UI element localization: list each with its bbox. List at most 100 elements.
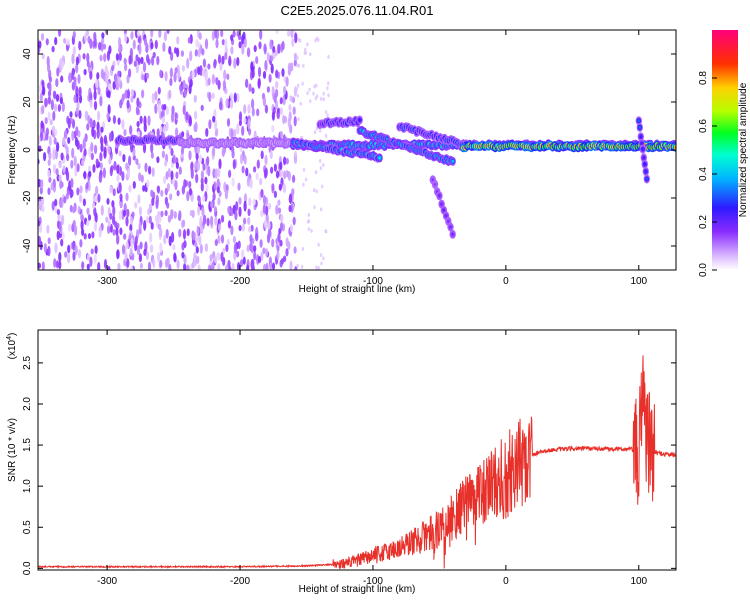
spectrogram-cell bbox=[207, 165, 211, 177]
spectrogram-cell bbox=[224, 87, 228, 95]
spectrogram-cell bbox=[201, 48, 205, 56]
spectrogram-cell bbox=[306, 219, 310, 224]
spectrogram-cell bbox=[221, 148, 226, 157]
spectrogram-cell bbox=[249, 234, 253, 244]
spectrogram-cell bbox=[75, 126, 79, 136]
spectrogram-cell bbox=[104, 73, 108, 84]
spectrogram-cell bbox=[150, 42, 154, 50]
spectrogram-cell bbox=[82, 198, 86, 207]
spectrogram-cell bbox=[204, 38, 209, 50]
spectrogram-cell bbox=[71, 69, 75, 80]
spectrogram-cell bbox=[154, 103, 158, 114]
spectrogram-cell bbox=[198, 234, 202, 246]
spectrogram-cell bbox=[325, 229, 328, 234]
spectrogram-cell bbox=[82, 138, 86, 150]
snr-multiplier-base: (x10 bbox=[7, 339, 18, 359]
spectrogram-cell bbox=[641, 147, 645, 151]
spectrogram-cell bbox=[215, 38, 219, 49]
spectrogram-cell bbox=[312, 188, 316, 193]
spectrogram-cell bbox=[269, 39, 273, 50]
spectrogram-cell bbox=[56, 141, 60, 152]
spectrogram-cell bbox=[47, 169, 51, 179]
spectrogram-cell bbox=[253, 45, 257, 53]
spectrogram-cell bbox=[152, 258, 156, 269]
spectrogram-cell bbox=[317, 265, 320, 270]
spectrogram-cell bbox=[186, 190, 190, 202]
spectrogram-cell bbox=[107, 220, 111, 228]
spectrogram-cell bbox=[206, 156, 210, 166]
spectrogram-cell bbox=[80, 219, 84, 231]
spectrogram-cell bbox=[126, 89, 130, 99]
spectrogram-cell bbox=[200, 177, 204, 185]
spectrogram-cell bbox=[51, 45, 55, 53]
spectrogram-cell bbox=[40, 179, 44, 189]
spectrogram-cell bbox=[91, 126, 95, 138]
spectrogram-cell bbox=[182, 105, 186, 115]
spectrogram-cell bbox=[189, 50, 193, 62]
spectrogram-cell bbox=[78, 86, 82, 97]
spectrogram-cell bbox=[72, 219, 76, 228]
spectrogram-cell bbox=[148, 165, 152, 175]
spectrogram-cell bbox=[112, 205, 116, 217]
spectrogram-cell bbox=[124, 63, 128, 72]
spectrogram-cell bbox=[285, 76, 289, 87]
spectrogram-cell bbox=[189, 210, 193, 217]
spectrogram-cell bbox=[80, 214, 84, 222]
spectrogram-cell bbox=[67, 252, 71, 264]
spectrogram-cell bbox=[61, 231, 65, 241]
spectrogram-cell bbox=[99, 96, 103, 107]
spectrogram-cell bbox=[50, 182, 54, 191]
spectrogram-cell bbox=[49, 118, 53, 126]
spectrogram-cell bbox=[451, 232, 455, 236]
spectrogram-cell bbox=[76, 140, 80, 150]
spectrogram-cell bbox=[297, 63, 300, 68]
spectrogram-cell bbox=[218, 158, 222, 170]
spectrogram-cell bbox=[259, 30, 263, 40]
spectrogram-cell bbox=[76, 187, 80, 196]
spectrogram-cell bbox=[275, 69, 279, 79]
spectrogram-cell bbox=[169, 193, 173, 201]
spectrogram-cell bbox=[86, 263, 90, 270]
spectrogram-cell bbox=[109, 223, 113, 233]
spectrogram-cell bbox=[169, 77, 173, 87]
spectrogram-cell bbox=[55, 93, 60, 102]
spectrogram-cell bbox=[135, 54, 139, 62]
spectrogram-cell bbox=[74, 225, 78, 236]
spectrogram-cell bbox=[123, 233, 127, 240]
spectrogram-cell bbox=[156, 251, 161, 263]
spectrogram-cell bbox=[643, 162, 647, 166]
spectrogram-cell bbox=[301, 247, 305, 251]
spectrogram-cell bbox=[199, 215, 203, 226]
colorbar-tick-label: 0.4 bbox=[698, 167, 709, 181]
spectrogram-cell bbox=[116, 249, 120, 260]
spectrogram-cell bbox=[106, 198, 110, 205]
spectrogram-cell bbox=[175, 171, 179, 180]
spectrogram-cell bbox=[86, 207, 90, 215]
spectrogram-cell bbox=[62, 165, 66, 174]
spectrogram-cell bbox=[68, 223, 72, 232]
spectrogram-cell bbox=[200, 170, 204, 180]
spectrogram-cell bbox=[157, 223, 161, 230]
spectrogram-cell bbox=[132, 39, 136, 50]
spectrogram-cell bbox=[104, 65, 108, 75]
spectrogram-cell bbox=[39, 131, 44, 142]
spectrogram-cell bbox=[54, 242, 58, 254]
spectrogram-cell bbox=[168, 46, 172, 55]
snr-multiplier: (x104) bbox=[6, 333, 18, 360]
spectrogram-cell bbox=[109, 212, 113, 220]
spectrogram-cell bbox=[438, 194, 441, 198]
spectrogram-cell bbox=[195, 233, 199, 243]
spectrogram-cell bbox=[138, 172, 142, 182]
snr-y-label: SNR (10 * v/v) bbox=[7, 418, 18, 482]
spectrogram-cell bbox=[129, 224, 133, 232]
spectrogram-cell bbox=[208, 119, 212, 130]
spectrogram-cell bbox=[264, 59, 268, 71]
spectrogram-cell bbox=[103, 53, 107, 62]
spectrogram-cell bbox=[168, 235, 172, 247]
spectrogram-cell bbox=[248, 197, 252, 207]
spectrogram-cell bbox=[202, 58, 206, 68]
spectrogram-cell bbox=[38, 135, 41, 145]
snr-x-tick-label: -200 bbox=[230, 576, 250, 587]
spectrogram-cell bbox=[300, 264, 304, 269]
